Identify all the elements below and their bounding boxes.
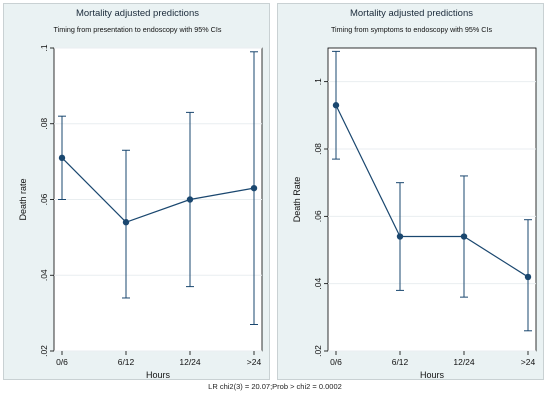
chart-title: Mortality adjusted predictions bbox=[76, 8, 199, 19]
x-axis-label: Hours bbox=[146, 370, 171, 380]
data-point bbox=[186, 196, 194, 203]
test-statistic-footnote: LR chi2(3) = 20.07;Prob > chi2 = 0.0002 bbox=[208, 382, 342, 391]
data-point bbox=[58, 154, 66, 162]
data-point bbox=[122, 219, 130, 226]
left-chart: Mortality adjusted predictions Timing fro… bbox=[18, 8, 263, 380]
y-axis-label: Death rate bbox=[18, 178, 28, 220]
data-point bbox=[524, 273, 532, 281]
x-axis-label: Hours bbox=[420, 370, 445, 380]
y-tick-label: .08 bbox=[39, 118, 49, 130]
x-tick-label: 6/12 bbox=[392, 357, 409, 367]
chart-subtitle: Timing from presentation to endoscopy wi… bbox=[54, 25, 222, 34]
y-tick-label: .06 bbox=[39, 193, 49, 205]
y-tick-label: .1 bbox=[313, 78, 323, 85]
data-point bbox=[332, 102, 340, 109]
y-tick-label: .06 bbox=[313, 210, 323, 222]
y-tick-label: .02 bbox=[39, 345, 49, 357]
x-tick-label: 6/12 bbox=[118, 357, 135, 367]
data-point bbox=[396, 233, 404, 240]
y-tick-label: .04 bbox=[39, 269, 49, 281]
right-chart-panel: Mortality adjusted predictions Timing fro… bbox=[277, 3, 544, 380]
series-line bbox=[335, 104, 529, 278]
y-tick-label: .1 bbox=[39, 44, 49, 51]
left-chart-panel: Mortality adjusted predictions Timing fro… bbox=[3, 3, 270, 380]
x-tick-label: 0/6 bbox=[56, 357, 68, 367]
x-tick-label: >24 bbox=[521, 357, 536, 367]
plot-area bbox=[327, 47, 537, 352]
data-point bbox=[250, 184, 258, 192]
chart-title: Mortality adjusted predictions bbox=[350, 8, 473, 19]
data-point bbox=[460, 233, 468, 240]
x-tick-label: 12/24 bbox=[179, 357, 201, 367]
x-tick-label: 0/6 bbox=[330, 357, 342, 367]
y-tick-label: .04 bbox=[313, 277, 323, 289]
chart-subtitle: Timing from symptoms to endoscopy with 9… bbox=[331, 25, 493, 34]
y-axis-label: Death Rate bbox=[292, 177, 302, 223]
series-line bbox=[61, 157, 255, 223]
x-tick-label: 12/24 bbox=[453, 357, 475, 367]
y-tick-label: .02 bbox=[313, 345, 323, 357]
y-tick-label: .08 bbox=[313, 143, 323, 155]
x-tick-label: >24 bbox=[247, 357, 262, 367]
right-chart: Mortality adjusted predictions Timing fro… bbox=[292, 8, 537, 380]
